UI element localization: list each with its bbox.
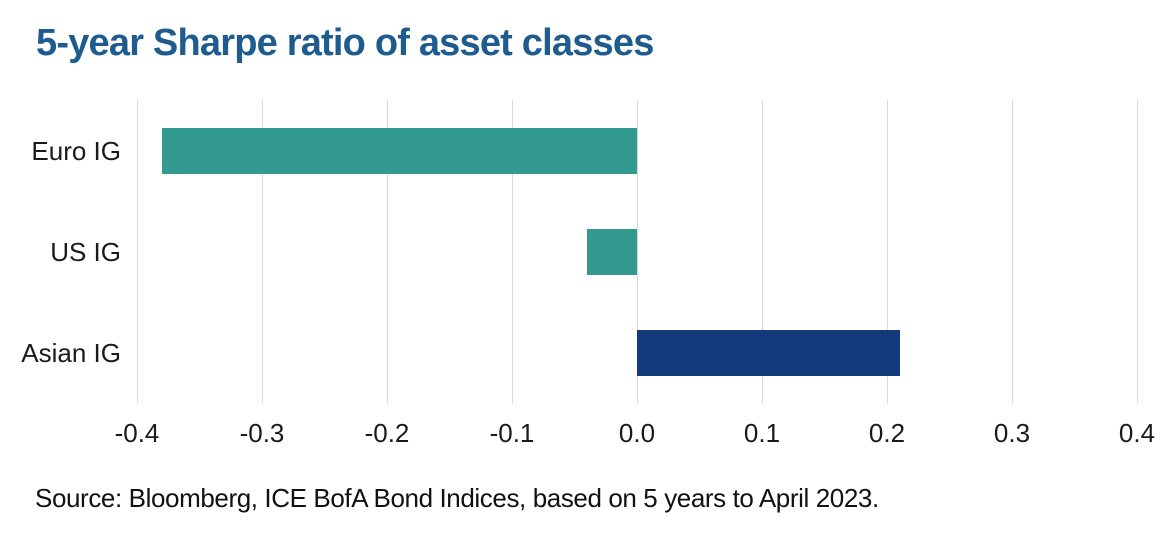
gridline xyxy=(511,100,513,403)
gridline xyxy=(136,100,138,403)
x-tick-label: -0.1 xyxy=(489,418,535,448)
bar-asian-ig xyxy=(637,329,900,376)
category-label-asian-ig: Asian IG xyxy=(21,337,121,368)
bar-euro-ig xyxy=(162,127,637,174)
x-tick-label: 0.4 xyxy=(1118,418,1156,448)
gridline xyxy=(386,100,388,403)
x-tick-label: 0.2 xyxy=(868,418,906,448)
category-label-us-ig: US IG xyxy=(50,236,121,267)
gridline xyxy=(261,100,263,403)
gridline xyxy=(886,100,888,403)
x-tick-label: 0.0 xyxy=(618,418,656,448)
gridline xyxy=(761,100,763,403)
source-note: Source: Bloomberg, ICE BofA Bond Indices… xyxy=(35,483,879,513)
bar-us-ig xyxy=(587,228,637,275)
category-label-euro-ig: Euro IG xyxy=(31,135,121,166)
x-tick-label: -0.4 xyxy=(114,418,160,448)
x-tick-label: -0.3 xyxy=(239,418,285,448)
gridline xyxy=(636,100,638,403)
gridline xyxy=(1011,100,1013,403)
x-tick-label: 0.3 xyxy=(993,418,1031,448)
x-tick-label: 0.1 xyxy=(743,418,781,448)
x-tick-label: -0.2 xyxy=(364,418,410,448)
gridline xyxy=(1136,100,1138,403)
chart-title: 5-year Sharpe ratio of asset classes xyxy=(36,22,654,64)
